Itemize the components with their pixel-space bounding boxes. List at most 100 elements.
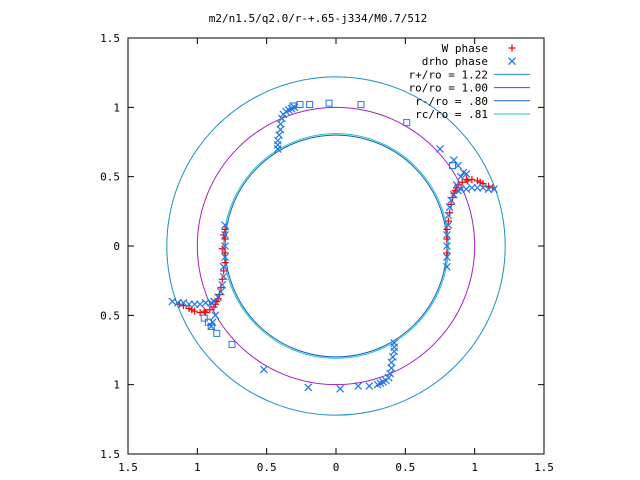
legend-label: drho phase bbox=[422, 55, 488, 68]
data-point bbox=[325, 99, 333, 107]
series-group bbox=[200, 99, 456, 348]
data-point bbox=[216, 287, 225, 296]
data-point bbox=[196, 300, 205, 309]
data-point bbox=[190, 300, 199, 309]
data-point bbox=[221, 249, 229, 257]
legend-label: rc/ro = .81 bbox=[415, 108, 488, 121]
data-point bbox=[467, 183, 476, 192]
data-point bbox=[219, 262, 228, 271]
data-point bbox=[436, 145, 444, 153]
data-point bbox=[276, 125, 285, 134]
data-point bbox=[211, 311, 220, 320]
data-point bbox=[464, 177, 472, 185]
data-point bbox=[468, 175, 476, 183]
data-point bbox=[179, 298, 188, 307]
data-point bbox=[296, 101, 304, 109]
data-point bbox=[357, 101, 365, 109]
data-point bbox=[444, 221, 453, 230]
data-point bbox=[443, 262, 451, 271]
plot-area bbox=[166, 76, 506, 416]
data-point bbox=[196, 309, 204, 317]
data-point bbox=[452, 181, 461, 189]
data-point bbox=[218, 280, 227, 289]
y-tick-label: 0.5 bbox=[100, 309, 120, 322]
data-point bbox=[277, 114, 286, 123]
x-tick-label: 1.5 bbox=[118, 461, 138, 474]
data-point bbox=[214, 295, 222, 303]
data-point bbox=[218, 275, 226, 283]
data-point bbox=[403, 119, 411, 127]
data-point bbox=[484, 185, 493, 194]
data-point bbox=[446, 209, 454, 217]
data-point bbox=[365, 382, 374, 390]
data-point bbox=[373, 380, 382, 389]
data-point bbox=[473, 183, 482, 192]
legend-swatch bbox=[508, 57, 516, 66]
circle-line bbox=[224, 134, 448, 358]
series-group bbox=[175, 175, 497, 317]
circle-line bbox=[196, 106, 476, 386]
data-point bbox=[221, 253, 229, 262]
data-point bbox=[289, 102, 297, 110]
data-point bbox=[490, 185, 499, 194]
data-point bbox=[444, 217, 452, 225]
x-tick-label: 0 bbox=[333, 461, 340, 474]
y-tick-label: 1.5 bbox=[100, 32, 120, 45]
data-point bbox=[221, 242, 229, 250]
data-point bbox=[213, 329, 221, 337]
data-point bbox=[208, 318, 217, 327]
data-point bbox=[200, 314, 208, 322]
data-point bbox=[221, 235, 229, 243]
data-point bbox=[221, 225, 229, 233]
data-point bbox=[443, 230, 451, 239]
data-point bbox=[386, 369, 395, 378]
circle-line bbox=[166, 76, 506, 416]
data-point bbox=[219, 272, 228, 281]
series-group bbox=[168, 103, 499, 393]
y-tick-label: 1 bbox=[113, 101, 120, 114]
data-point bbox=[217, 284, 225, 292]
legend-swatch bbox=[508, 44, 516, 52]
data-point bbox=[443, 242, 451, 250]
data-point bbox=[206, 306, 214, 314]
data-point bbox=[443, 235, 451, 243]
data-point bbox=[387, 358, 396, 367]
data-point bbox=[221, 230, 229, 239]
data-point bbox=[448, 162, 456, 170]
legend-label: ro/ro = 1.00 bbox=[409, 82, 488, 95]
data-point bbox=[444, 211, 453, 220]
data-point bbox=[216, 291, 224, 299]
data-point bbox=[445, 203, 454, 212]
data-point bbox=[448, 193, 456, 201]
data-point bbox=[450, 189, 458, 197]
chart-title: m2/n1.5/q2.0/r-+.65-j334/M0.7/512 bbox=[209, 12, 428, 25]
circle-line bbox=[223, 133, 449, 359]
data-point bbox=[207, 298, 216, 307]
legend-label: r+/ro = 1.22 bbox=[409, 68, 488, 81]
data-point bbox=[336, 384, 345, 393]
data-point bbox=[220, 267, 228, 275]
x-tick-label: 0.5 bbox=[395, 461, 415, 474]
axis-ticks: 1.5 1 0.5 0 0.5 1 1.51.510.500.511.5 bbox=[100, 32, 554, 474]
x-tick-label: 1.5 bbox=[534, 461, 554, 474]
x-tick-label: 1 bbox=[471, 461, 478, 474]
data-point bbox=[354, 382, 363, 390]
legend-label: W phase bbox=[442, 42, 488, 55]
x-tick-label: 0.5 bbox=[257, 461, 277, 474]
y-tick-label: 0.5 bbox=[100, 171, 120, 184]
data-point bbox=[207, 322, 216, 331]
data-point bbox=[306, 101, 314, 109]
data-point bbox=[462, 169, 471, 178]
data-point bbox=[443, 253, 451, 262]
y-tick-label: 0 bbox=[113, 240, 120, 253]
data-point bbox=[443, 249, 451, 257]
data-point bbox=[447, 200, 455, 208]
data-point bbox=[228, 340, 236, 348]
data-point bbox=[207, 322, 215, 330]
data-point bbox=[456, 172, 465, 181]
data-point bbox=[221, 221, 229, 230]
y-tick-label: 1.5 bbox=[100, 448, 120, 461]
y-tick-label: 1 bbox=[113, 379, 120, 392]
